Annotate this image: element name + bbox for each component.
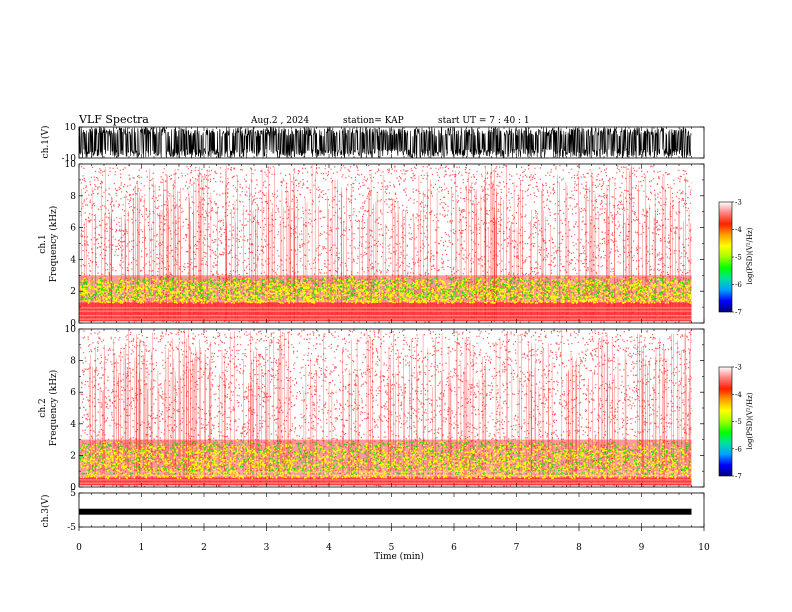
x-tick-label: 5: [389, 543, 395, 553]
x-axis-label: Time (min): [374, 551, 424, 562]
spectrogram-sferic-lines: [81, 164, 691, 321]
x-tick-label: 9: [639, 543, 645, 553]
spectrogram-intense-cells: [79, 441, 693, 476]
x-tick-label: 10: [698, 543, 710, 553]
colorbar-tick-label: -6: [735, 445, 742, 453]
x-tick-label: 8: [576, 543, 582, 553]
spectrogram-empty-region: [691, 329, 704, 487]
y-tick-label: 2: [70, 287, 76, 297]
ch1-colorbar-label: log(PSD)(V²/Hz): [746, 227, 754, 284]
spectrogram-band-cells: [79, 275, 693, 304]
colorbar-tick-label: -3: [735, 364, 742, 372]
y-tick-label: 4: [70, 420, 76, 430]
x-tick-label: 0: [76, 543, 82, 553]
y-tick-label: 5: [70, 489, 76, 499]
x-tick-label: 7: [514, 543, 520, 553]
ch1-waveform-panel: 10 -10: [62, 123, 705, 164]
x-tick-label: 1: [139, 543, 145, 553]
colorbar-tick-label: -4: [735, 391, 742, 399]
y-tick-label: 10: [65, 325, 77, 335]
colorbar-tick-label: -7: [735, 309, 742, 317]
y-tick-label: 0: [70, 319, 76, 329]
ch1-spectrogram-panel: 0 2 4 6 8 10: [65, 160, 705, 329]
ch2-colorbar: -3 -4 -5 -6 -7: [718, 364, 742, 481]
time-axis: 0 1 2 3 4 5 6 7 8 9 10: [76, 527, 710, 553]
ch2-spectrogram-panel: 0 2 4 6 8 10: [65, 325, 705, 493]
x-tick-label: 4: [326, 543, 332, 553]
spectrogram-low-band: [79, 477, 692, 486]
colorbar-tick-label: -7: [735, 473, 742, 481]
y-tick-label: 4: [70, 255, 76, 265]
figure-title: VLF Spectra: [78, 113, 149, 126]
spectrogram-low-band: [79, 302, 692, 322]
colorbar-tick-label: -6: [735, 281, 742, 289]
y-tick-label: -5: [67, 523, 76, 533]
y-tick-label: 10: [65, 123, 77, 133]
ch3-waveform-ylabel: ch.3(V): [40, 495, 51, 528]
x-tick-label: 3: [264, 543, 270, 553]
colorbar-tick-label: -3: [735, 199, 742, 207]
colorbar-tick-label: -5: [735, 418, 742, 426]
y-tick-label: -10: [62, 154, 77, 164]
ch2-colorbar-label: log(PSD)(V²/Hz): [746, 392, 754, 449]
station-label: station= KAP: [343, 116, 404, 126]
ch1-waveform-ylabel: ch.1(V): [40, 126, 51, 159]
y-tick-label: 0: [70, 483, 76, 493]
ch3-waveform-trace: [79, 508, 692, 515]
y-tick-label: 8: [70, 192, 76, 202]
ch1-colorbar: -3 -4 -5 -6 -7: [718, 199, 742, 317]
colorbar-tick-label: -4: [735, 226, 742, 234]
spectrogram-intense-cells: [79, 276, 693, 301]
ch2-spectrogram-ylabel-frequency: Frequency (kHz): [48, 370, 59, 447]
ch1-spectrogram-ylabel-frequency: Frequency (kHz): [48, 206, 59, 283]
y-tick-label: 2: [70, 451, 76, 461]
y-tick-label: 6: [70, 388, 76, 398]
spectrogram-noise-cells: [80, 330, 693, 488]
x-tick-label: 6: [451, 543, 457, 553]
ch1-spectrogram-ylabel-channel: ch.1: [38, 234, 48, 253]
spectrogram-band-cells: [79, 439, 693, 479]
y-tick-label: 8: [70, 357, 76, 367]
colorbar-gradient: [718, 366, 733, 477]
ch2-spectrogram-ylabel-channel: ch.2: [38, 398, 48, 417]
start-time-label: start UT = 7 : 40 : 1: [438, 116, 530, 126]
spectrogram-empty-region: [691, 164, 704, 323]
spectrogram-noise-cells: [80, 165, 693, 324]
colorbar-gradient: [718, 201, 733, 313]
ch3-waveform-panel: 5 -5: [67, 489, 705, 533]
y-tick-label: 6: [70, 224, 76, 234]
x-tick-label: 2: [201, 543, 207, 553]
y-tick-label: 10: [65, 160, 77, 170]
date-label: Aug.2 , 2024: [250, 116, 309, 126]
colorbar-tick-label: -5: [735, 254, 742, 262]
ch1-waveform-trace: [78, 126, 692, 159]
spectrogram-sferic-lines: [88, 329, 691, 485]
